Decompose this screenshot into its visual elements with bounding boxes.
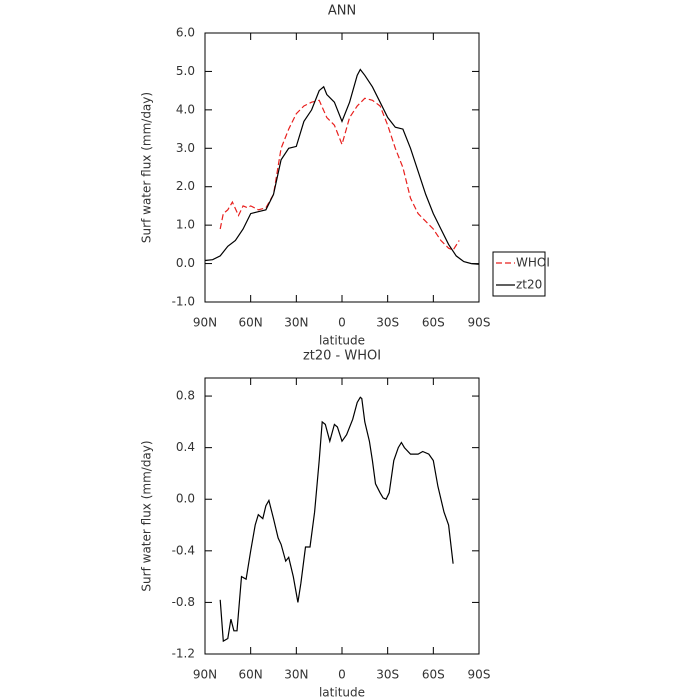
x-tick-label: 60N	[239, 316, 263, 330]
x-tick-label: 30S	[376, 316, 399, 330]
x-tick-label: 30N	[284, 316, 308, 330]
y-axis-label: Surf water flux (mm/day)	[140, 92, 154, 243]
line-series	[219, 97, 460, 251]
x-tick-label: 90N	[193, 316, 217, 330]
y-tick-label: 3.0	[176, 141, 195, 155]
y-tick-label: -1.2	[172, 647, 195, 661]
y-tick-label: 4.0	[176, 102, 195, 116]
x-tick-label: 30S	[376, 668, 399, 682]
y-tick-label: 0.0	[176, 256, 195, 270]
y-tick-label: 0.4	[176, 440, 195, 454]
x-tick-label: 90S	[468, 316, 491, 330]
y-tick-label: 0.0	[176, 492, 195, 506]
x-tick-label: 60N	[239, 668, 263, 682]
x-axis-label: latitude	[319, 686, 365, 700]
x-tick-label: 0	[338, 316, 346, 330]
x-tick-label: 60S	[422, 668, 445, 682]
y-tick-label: 5.0	[176, 64, 195, 78]
x-tick-label: 0	[338, 668, 346, 682]
x-tick-label: 30N	[284, 668, 308, 682]
legend-box	[492, 251, 546, 297]
legend-label: WHOI	[516, 256, 550, 270]
plot-frame	[204, 377, 480, 655]
line-series	[204, 68, 480, 265]
y-tick-label: 0.8	[176, 389, 195, 403]
chart-title: zt20 - WHOI	[303, 349, 381, 364]
y-tick-label: 2.0	[176, 179, 195, 193]
x-tick-label: 90S	[468, 668, 491, 682]
chart-title: ANN	[328, 4, 356, 19]
plot-frame	[204, 32, 480, 303]
y-tick-label: -0.8	[172, 595, 195, 609]
y-axis-label: Surf water flux (mm/day)	[140, 440, 154, 591]
x-tick-label: 60S	[422, 316, 445, 330]
y-tick-label: -1.0	[172, 295, 195, 309]
x-tick-label: 90N	[193, 668, 217, 682]
legend-label: zt20	[516, 278, 542, 292]
y-tick-label: 6.0	[176, 26, 195, 40]
line-series	[219, 396, 454, 643]
y-tick-label: -0.4	[172, 543, 195, 557]
y-tick-label: 1.0	[176, 218, 195, 232]
x-axis-label: latitude	[319, 334, 365, 348]
